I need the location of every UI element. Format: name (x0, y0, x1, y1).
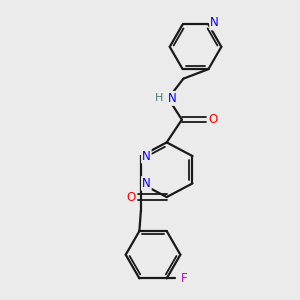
Text: N: N (142, 150, 151, 163)
Text: F: F (180, 272, 187, 285)
Text: O: O (127, 190, 136, 204)
Text: H: H (155, 93, 163, 103)
Text: N: N (167, 92, 176, 105)
Text: O: O (208, 113, 218, 126)
Text: N: N (142, 177, 151, 190)
Text: N: N (210, 16, 219, 29)
